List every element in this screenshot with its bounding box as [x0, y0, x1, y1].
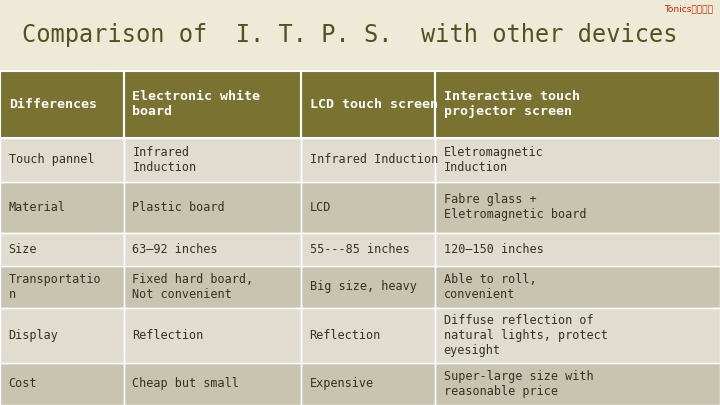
Bar: [0, 71, 720, 405]
Bar: [435, 233, 720, 266]
Text: Transportatio
n: Transportatio n: [9, 273, 102, 301]
Bar: [0, 71, 124, 138]
Bar: [301, 138, 435, 181]
Bar: [0, 138, 124, 181]
Bar: [0, 233, 124, 266]
Text: Able to roll,
convenient: Able to roll, convenient: [444, 273, 536, 301]
Bar: [435, 266, 720, 308]
Text: Fixed hard board,
Not convenient: Fixed hard board, Not convenient: [132, 273, 253, 301]
Bar: [0, 363, 124, 405]
Text: Electronic white
board: Electronic white board: [132, 90, 261, 118]
Text: Material: Material: [9, 201, 66, 214]
Bar: [0, 138, 124, 181]
Bar: [0, 266, 124, 308]
Text: Reflection: Reflection: [132, 329, 204, 342]
Bar: [301, 308, 435, 363]
Text: Reflection: Reflection: [310, 329, 381, 342]
Bar: [435, 363, 720, 405]
Bar: [0, 266, 124, 308]
Bar: [0, 308, 124, 363]
Bar: [124, 363, 301, 405]
Bar: [0, 233, 124, 266]
Text: Touch pannel: Touch pannel: [9, 153, 94, 166]
Bar: [435, 363, 720, 405]
Bar: [0, 181, 124, 233]
Text: LCD: LCD: [310, 201, 331, 214]
Bar: [124, 233, 301, 266]
Text: Display: Display: [9, 329, 58, 342]
Text: 55---85 inches: 55---85 inches: [310, 243, 410, 256]
Bar: [124, 71, 301, 138]
Text: Infrared Induction: Infrared Induction: [310, 153, 438, 166]
Bar: [301, 233, 435, 266]
Bar: [301, 181, 435, 233]
Bar: [301, 266, 435, 308]
Bar: [0, 308, 124, 363]
Bar: [435, 138, 720, 181]
Text: Size: Size: [9, 243, 37, 256]
Bar: [301, 266, 435, 308]
Text: Diffuse reflection of
natural lights, protect
eyesight: Diffuse reflection of natural lights, pr…: [444, 314, 608, 357]
Bar: [301, 71, 435, 138]
Bar: [435, 266, 720, 308]
Bar: [301, 71, 435, 138]
Bar: [435, 71, 720, 138]
Bar: [301, 363, 435, 405]
Bar: [124, 181, 301, 233]
Text: Differences: Differences: [9, 98, 96, 111]
Bar: [124, 363, 301, 405]
Bar: [435, 308, 720, 363]
Text: Interactive touch
projector screen: Interactive touch projector screen: [444, 90, 580, 118]
Text: Infrared
Induction: Infrared Induction: [132, 146, 197, 174]
Bar: [0, 0, 720, 71]
Text: Expensive: Expensive: [310, 377, 374, 390]
Bar: [301, 308, 435, 363]
Bar: [301, 181, 435, 233]
Bar: [124, 138, 301, 181]
Bar: [124, 308, 301, 363]
Text: Comparison of  I. T. P. S.  with other devices: Comparison of I. T. P. S. with other dev…: [22, 23, 677, 47]
Bar: [124, 233, 301, 266]
Text: 63—92 inches: 63—92 inches: [132, 243, 218, 256]
Text: Tonics东方合卡: Tonics东方合卡: [664, 4, 713, 13]
Bar: [124, 181, 301, 233]
Text: Fabre glass +
Eletromagnetic board: Fabre glass + Eletromagnetic board: [444, 194, 586, 222]
Bar: [0, 363, 124, 405]
Bar: [124, 266, 301, 308]
Bar: [435, 181, 720, 233]
Text: 120—150 inches: 120—150 inches: [444, 243, 544, 256]
Bar: [435, 71, 720, 138]
Text: Super-large size with
reasonable price: Super-large size with reasonable price: [444, 370, 593, 398]
Bar: [124, 138, 301, 181]
Text: Cheap but small: Cheap but small: [132, 377, 239, 390]
Text: Big size, heavy: Big size, heavy: [310, 280, 416, 293]
Text: Plastic board: Plastic board: [132, 201, 225, 214]
Bar: [301, 363, 435, 405]
Bar: [301, 233, 435, 266]
Text: Eletromagnetic
Induction: Eletromagnetic Induction: [444, 146, 544, 174]
Bar: [301, 138, 435, 181]
Bar: [0, 181, 124, 233]
Bar: [435, 308, 720, 363]
Text: Cost: Cost: [9, 377, 37, 390]
Text: LCD touch screen: LCD touch screen: [310, 98, 438, 111]
Bar: [0, 71, 124, 138]
Bar: [435, 138, 720, 181]
Bar: [124, 266, 301, 308]
Bar: [435, 233, 720, 266]
Bar: [124, 71, 301, 138]
Bar: [435, 181, 720, 233]
Bar: [124, 308, 301, 363]
